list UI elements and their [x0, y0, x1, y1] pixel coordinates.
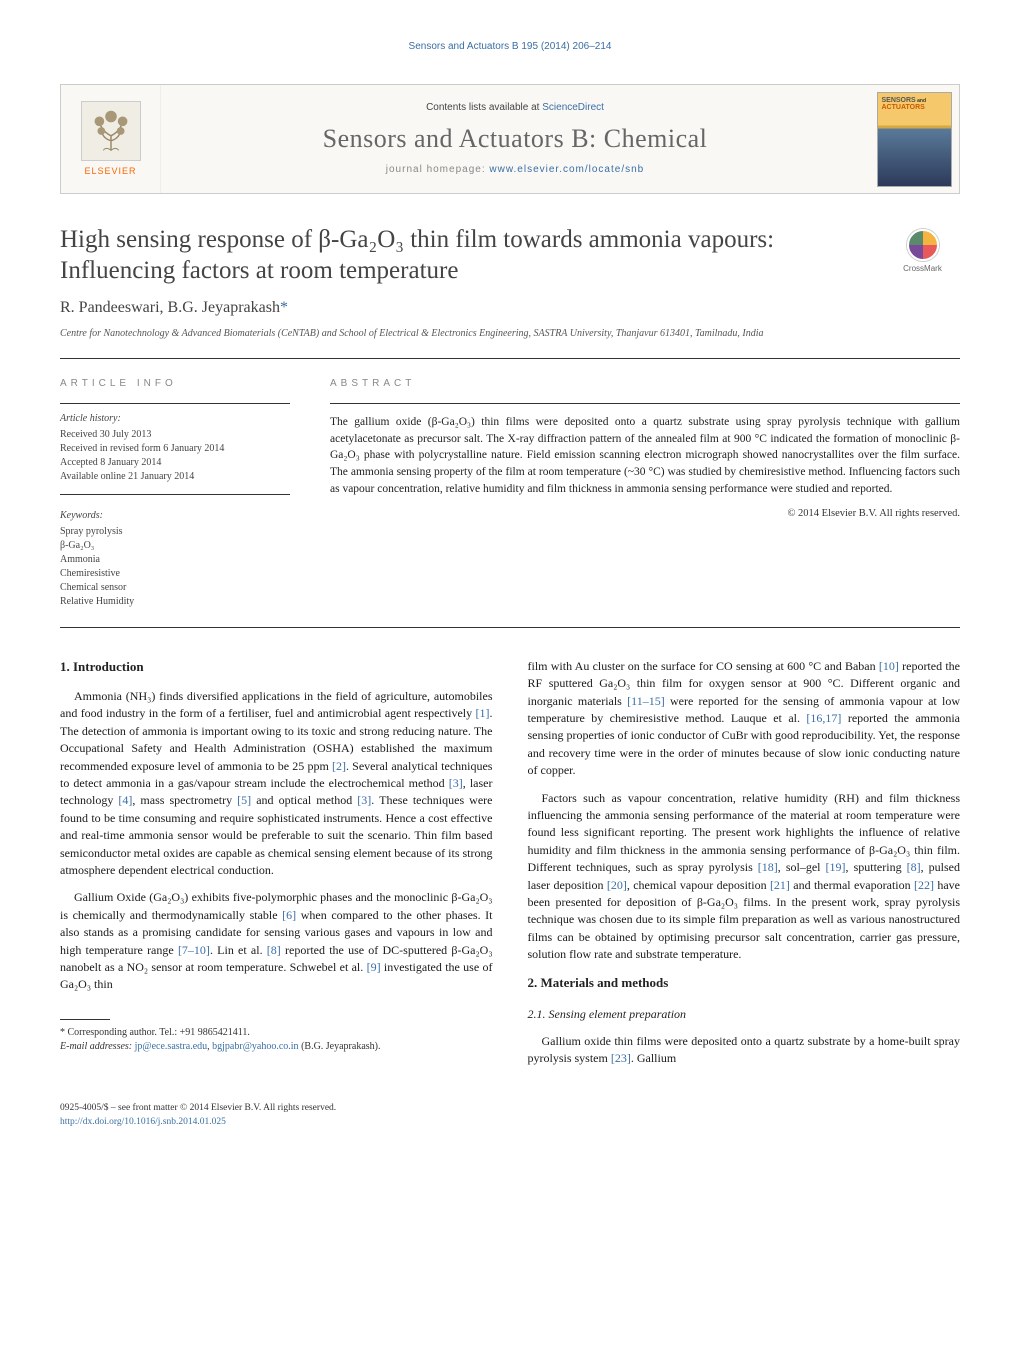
keyword: Spray pyrolysis [60, 525, 290, 539]
publisher-logo-block: ELSEVIER [61, 85, 161, 193]
email-link-1[interactable]: jp@ece.sastra.edu [135, 1041, 208, 1052]
body-columns: 1. Introduction Ammonia (NH₃) finds dive… [60, 658, 960, 1077]
intro-para-2-cont: film with Au cluster on the surface for … [528, 658, 961, 780]
abstract-text: The gallium oxide (β-Ga₂O₃) thin films w… [330, 414, 960, 497]
ref-link[interactable]: [18] [758, 860, 778, 874]
journal-homepage-line: journal homepage: www.elsevier.com/locat… [386, 163, 644, 177]
elsevier-tree-icon [81, 101, 141, 161]
keyword: Chemical sensor [60, 581, 290, 595]
keyword: Ammonia [60, 553, 290, 567]
ref-link[interactable]: [8] [267, 943, 281, 957]
ref-link[interactable]: [11–15] [627, 694, 665, 708]
email-link-2[interactable]: bgjpabr@yahoo.co.in [212, 1041, 298, 1052]
crossmark-badge[interactable]: CrossMark [885, 229, 960, 274]
contents-prefix: Contents lists available at [426, 102, 542, 113]
cover-line2: ACTUATORS [882, 104, 925, 111]
ref-link[interactable]: [1] [476, 706, 490, 720]
article-title: High sensing response of β-Ga₂O₃ thin fi… [60, 224, 865, 287]
authors-names: R. Pandeeswari, B.G. Jeyaprakash [60, 299, 280, 316]
intro-para-1: Ammonia (NH₃) finds diversified applicat… [60, 688, 493, 879]
rule-bottom-meta [60, 627, 960, 628]
cover-line1: SENSORS [882, 97, 916, 104]
ref-link[interactable]: [7–10] [178, 943, 210, 957]
intro-para-3: Factors such as vapour concentration, re… [528, 790, 961, 964]
methods-para-1: Gallium oxide thin films were deposited … [528, 1033, 961, 1068]
ref-link[interactable]: [19] [826, 860, 846, 874]
doi-link[interactable]: http://dx.doi.org/10.1016/j.snb.2014.01.… [60, 1117, 226, 1127]
ref-link[interactable]: [22] [914, 878, 934, 892]
sciencedirect-link[interactable]: ScienceDirect [542, 102, 604, 113]
section-2-heading: 2. Materials and methods [528, 974, 961, 992]
crossmark-label: CrossMark [903, 263, 942, 274]
history-label: Article history: [60, 412, 290, 426]
abstract-block: ABSTRACT The gallium oxide (β-Ga₂O₃) thi… [330, 377, 960, 609]
keyword: β-Ga₂O₃ [60, 539, 290, 553]
ref-link[interactable]: [16,17] [806, 711, 841, 725]
corresponding-asterisk: * [280, 299, 288, 316]
crossmark-icon [907, 229, 939, 261]
journal-banner: ELSEVIER Contents lists available at Sci… [60, 84, 960, 194]
ref-link[interactable]: [6] [282, 908, 296, 922]
ref-link[interactable]: [10] [879, 659, 899, 673]
footnote-email: E-mail addresses: jp@ece.sastra.edu, bgj… [60, 1040, 493, 1054]
rule-abstract [330, 403, 960, 404]
ref-link[interactable]: [2] [332, 759, 346, 773]
journal-name: Sensors and Actuators B: Chemical [323, 121, 708, 157]
journal-cover-thumbnail: SENSORS and ACTUATORS [877, 92, 952, 187]
ref-link[interactable]: [20] [607, 878, 627, 892]
footnote-rule [60, 1019, 110, 1020]
contents-available-line: Contents lists available at ScienceDirec… [426, 101, 604, 115]
history-received: Received 30 July 2013 [60, 428, 290, 442]
history-revised: Received in revised form 6 January 2014 [60, 442, 290, 456]
ref-link[interactable]: [5] [237, 793, 251, 807]
elsevier-wordmark: ELSEVIER [84, 165, 136, 178]
rule-keywords [60, 494, 290, 495]
ref-link[interactable]: [3] [449, 776, 463, 790]
ref-link[interactable]: [8] [907, 860, 921, 874]
keyword: Relative Humidity [60, 595, 290, 609]
history-online: Available online 21 January 2014 [60, 470, 290, 484]
ref-link[interactable]: [23] [611, 1051, 631, 1065]
intro-para-2: Gallium Oxide (Ga₂O₃) exhibits five-poly… [60, 889, 493, 993]
article-info-block: ARTICLE INFO Article history: Received 3… [60, 377, 290, 609]
rule-info [60, 403, 290, 404]
ref-link[interactable]: [21] [770, 878, 790, 892]
history-accepted: Accepted 8 January 2014 [60, 456, 290, 470]
banner-center: Contents lists available at ScienceDirec… [161, 85, 869, 193]
ref-link[interactable]: [3] [357, 793, 371, 807]
ref-link[interactable]: [9] [367, 960, 381, 974]
issn-line: 0925-4005/$ – see front matter © 2014 El… [60, 1102, 960, 1115]
abstract-label: ABSTRACT [330, 377, 960, 391]
homepage-prefix: journal homepage: [386, 164, 490, 175]
affiliation: Centre for Nanotechnology & Advanced Bio… [60, 327, 960, 340]
ref-link[interactable]: [4] [118, 793, 132, 807]
email-label: E-mail addresses: [60, 1041, 135, 1052]
column-left: 1. Introduction Ammonia (NH₃) finds dive… [60, 658, 493, 1077]
footnote-corresponding: * Corresponding author. Tel.: +91 986542… [60, 1026, 493, 1040]
authors-line: R. Pandeeswari, B.G. Jeyaprakash* [60, 297, 960, 319]
bottom-meta: 0925-4005/$ – see front matter © 2014 El… [60, 1102, 960, 1129]
keywords-label: Keywords: [60, 509, 290, 523]
journal-homepage-link[interactable]: www.elsevier.com/locate/snb [489, 164, 644, 175]
article-info-label: ARTICLE INFO [60, 377, 290, 391]
section-1-heading: 1. Introduction [60, 658, 493, 676]
meta-row: ARTICLE INFO Article history: Received 3… [60, 359, 960, 627]
section-2-1-heading: 2.1. Sensing element preparation [528, 1006, 961, 1023]
banner-cover: SENSORS and ACTUATORS [869, 85, 959, 193]
abstract-copyright: © 2014 Elsevier B.V. All rights reserved… [330, 507, 960, 522]
column-right: film with Au cluster on the surface for … [528, 658, 961, 1077]
keyword: Chemiresistive [60, 567, 290, 581]
running-header: Sensors and Actuators B 195 (2014) 206–2… [60, 40, 960, 54]
